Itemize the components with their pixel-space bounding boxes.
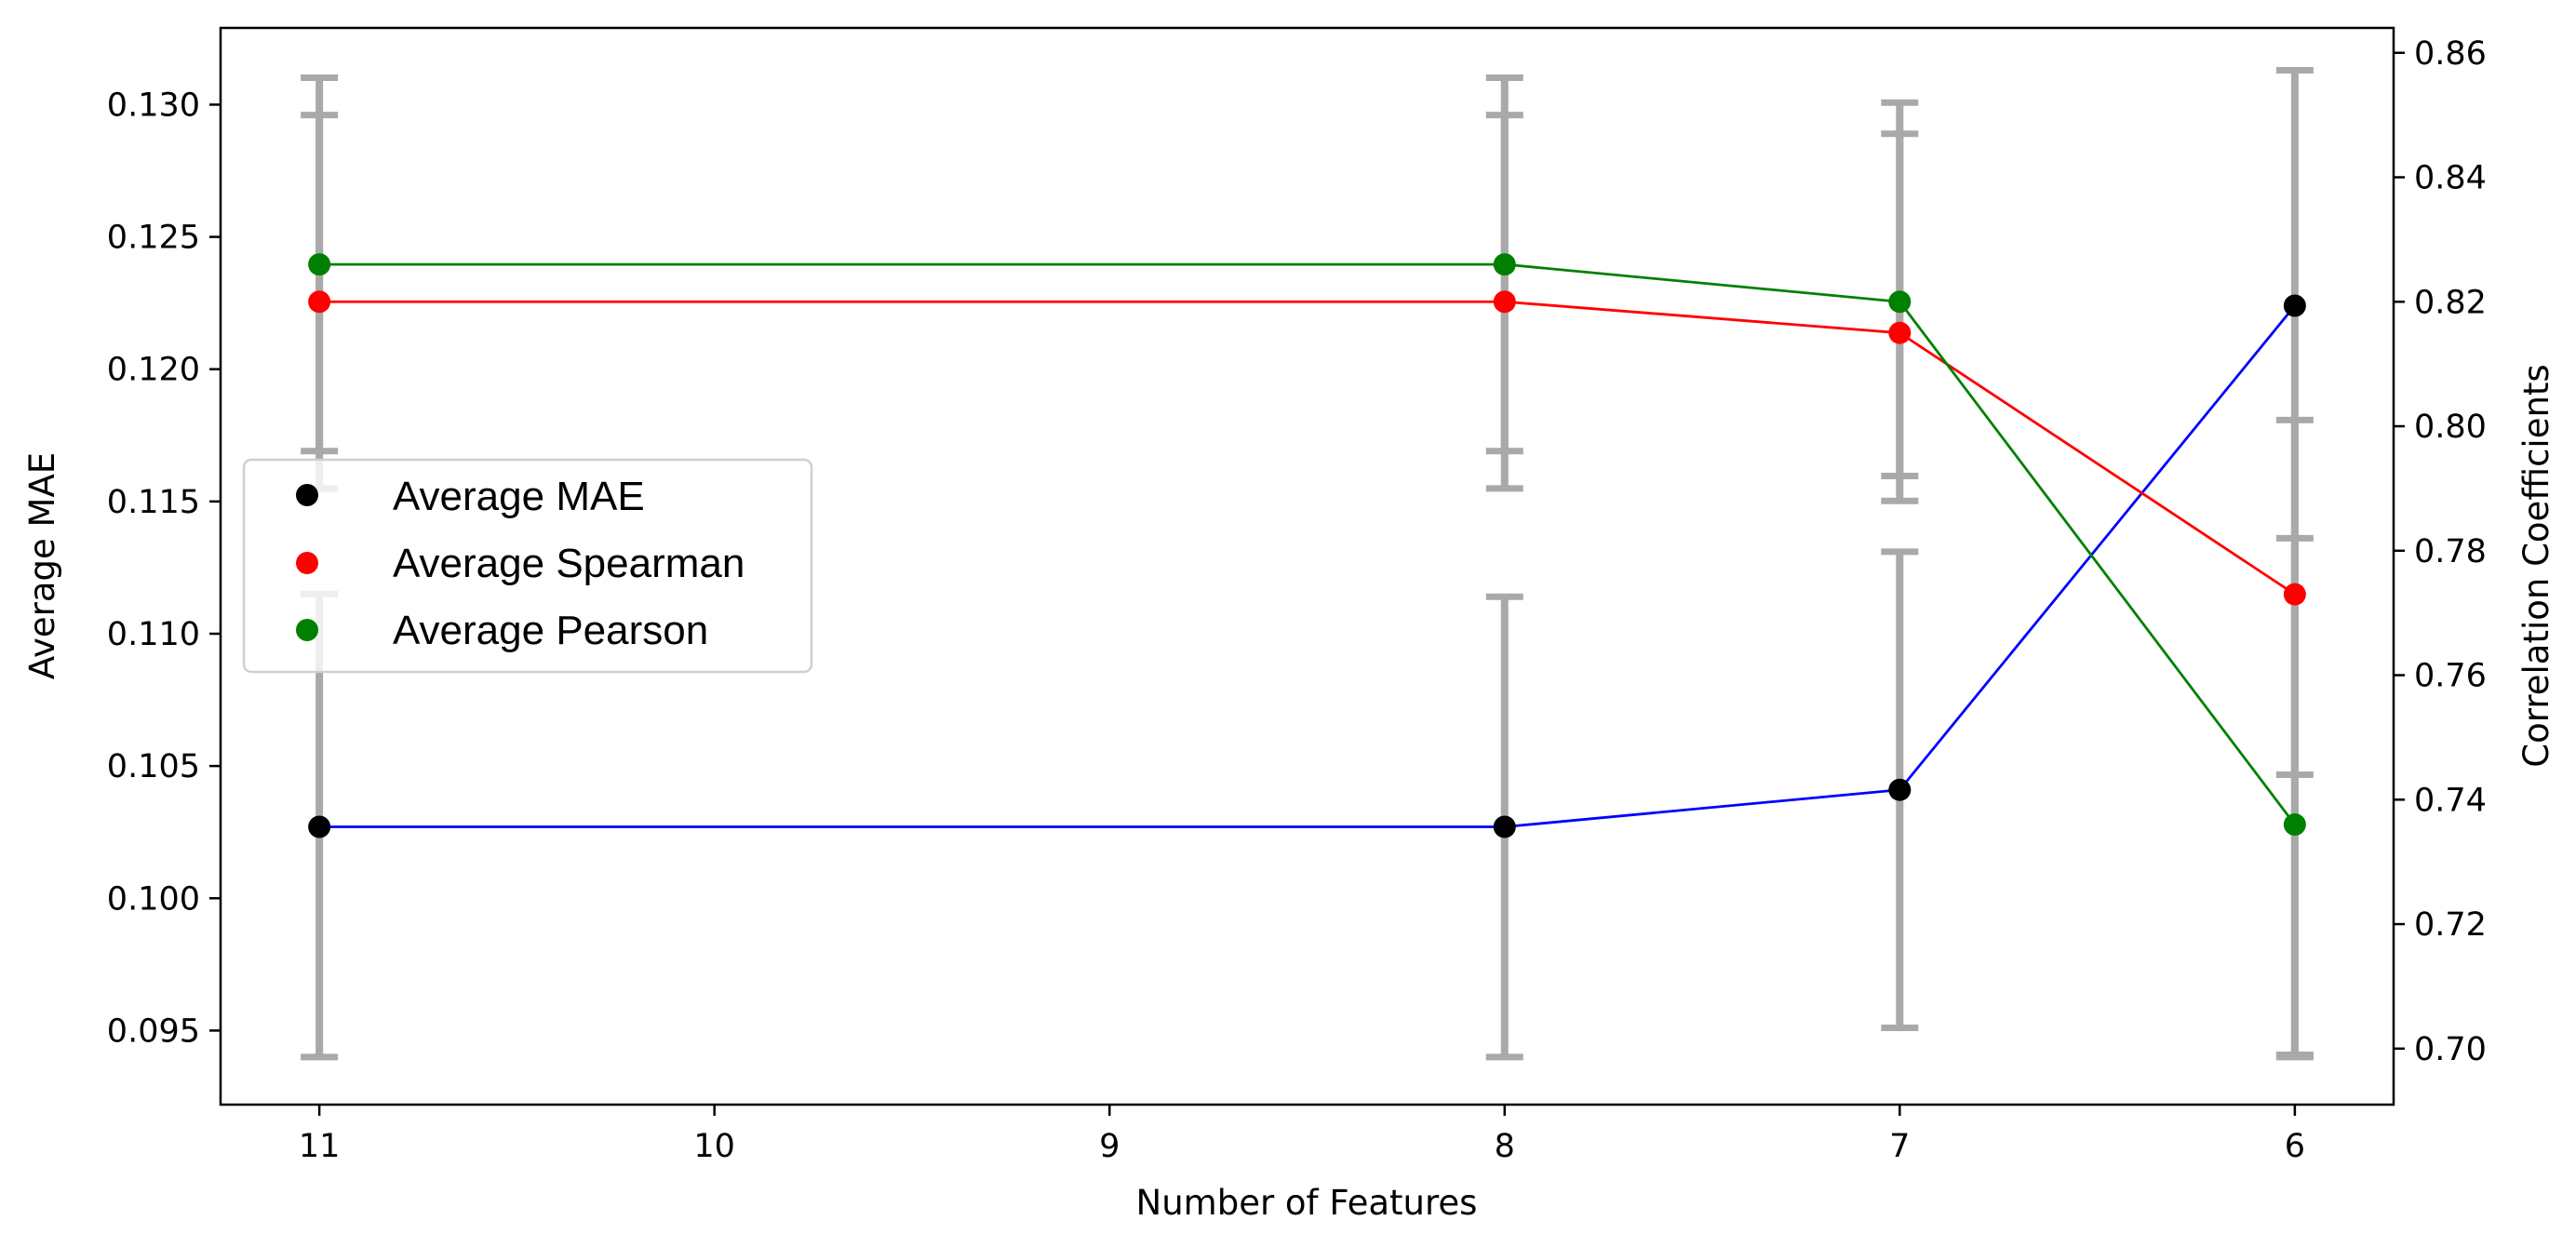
- right-y-axis-label: Correlation Coefficients: [2516, 364, 2556, 767]
- left-y-axis-label: Average MAE: [22, 452, 62, 679]
- right-y-tick-label: 0.76: [2414, 658, 2487, 695]
- average-pearson-point: [308, 253, 331, 276]
- average-spearman-point: [1888, 321, 1912, 344]
- right-y-tick-label: 0.72: [2414, 906, 2487, 944]
- legend-label-pearson: Average Pearson: [393, 608, 708, 653]
- average-spearman-point: [1493, 290, 1516, 314]
- legend: Average MAE Average Spearman Average Pea…: [242, 458, 813, 674]
- average-pearson-line: [319, 262, 2296, 825]
- right-y-axis: 0.70 0.72 0.74 0.76 0.78 0.80 0.82 0.84 0.86: [2394, 35, 2487, 1068]
- average-spearman-line: [319, 300, 2296, 596]
- x-axis-label: Number of Features: [1136, 1183, 1478, 1223]
- left-y-tick-label: 0.100: [107, 880, 200, 918]
- legend-marker-mae: [296, 484, 318, 506]
- left-y-tick-label: 0.105: [107, 748, 200, 785]
- average-pearson-point: [1493, 253, 1516, 276]
- average-mae-point: [2283, 294, 2306, 317]
- right-y-tick-label: 0.80: [2414, 409, 2487, 446]
- left-y-tick-label: 0.110: [107, 616, 200, 653]
- average-mae-point: [308, 815, 331, 838]
- right-y-tick-label: 0.82: [2414, 284, 2487, 321]
- right-y-tick-label: 0.86: [2414, 35, 2487, 73]
- series-markers-layer: [308, 253, 2306, 838]
- x-tick-label: 11: [299, 1128, 341, 1165]
- legend-label-spearman: Average Spearman: [393, 541, 745, 586]
- average-pearson-point: [1888, 290, 1912, 314]
- average-pearson-point: [2283, 813, 2306, 837]
- average-mae-line: [319, 304, 2296, 828]
- legend-marker-spearman: [296, 552, 318, 574]
- right-y-tick-label: 0.84: [2414, 160, 2487, 197]
- average-mae-point: [1493, 815, 1516, 838]
- average-spearman-point: [308, 290, 331, 314]
- series-lines-layer: [319, 262, 2296, 828]
- left-y-tick-label: 0.130: [107, 87, 200, 124]
- x-axis: 11 10 9 8 7 6: [299, 1105, 2305, 1165]
- right-y-tick-label: 0.70: [2414, 1031, 2487, 1068]
- legend-marker-pearson: [296, 619, 318, 641]
- x-tick-label: 7: [1889, 1128, 1910, 1165]
- left-y-axis: 0.095 0.100 0.105 0.110 0.115 0.120 0.125 0.130: [107, 87, 221, 1050]
- x-tick-label: 10: [693, 1128, 735, 1165]
- left-y-tick-label: 0.120: [107, 352, 200, 389]
- x-tick-label: 6: [2285, 1128, 2305, 1165]
- plot-frame: [219, 26, 2395, 1106]
- average-mae-point: [1888, 778, 1912, 801]
- left-y-tick-label: 0.115: [107, 484, 200, 521]
- average-spearman-point: [2283, 583, 2306, 606]
- legend-box: [242, 458, 813, 674]
- left-y-tick-label: 0.125: [107, 220, 200, 257]
- x-tick-label: 8: [1495, 1128, 1515, 1165]
- left-y-tick-label: 0.095: [107, 1012, 200, 1050]
- right-y-tick-label: 0.78: [2414, 533, 2487, 570]
- x-tick-label: 9: [1099, 1128, 1120, 1165]
- right-y-tick-label: 0.74: [2414, 782, 2487, 819]
- legend-label-mae: Average MAE: [393, 474, 645, 519]
